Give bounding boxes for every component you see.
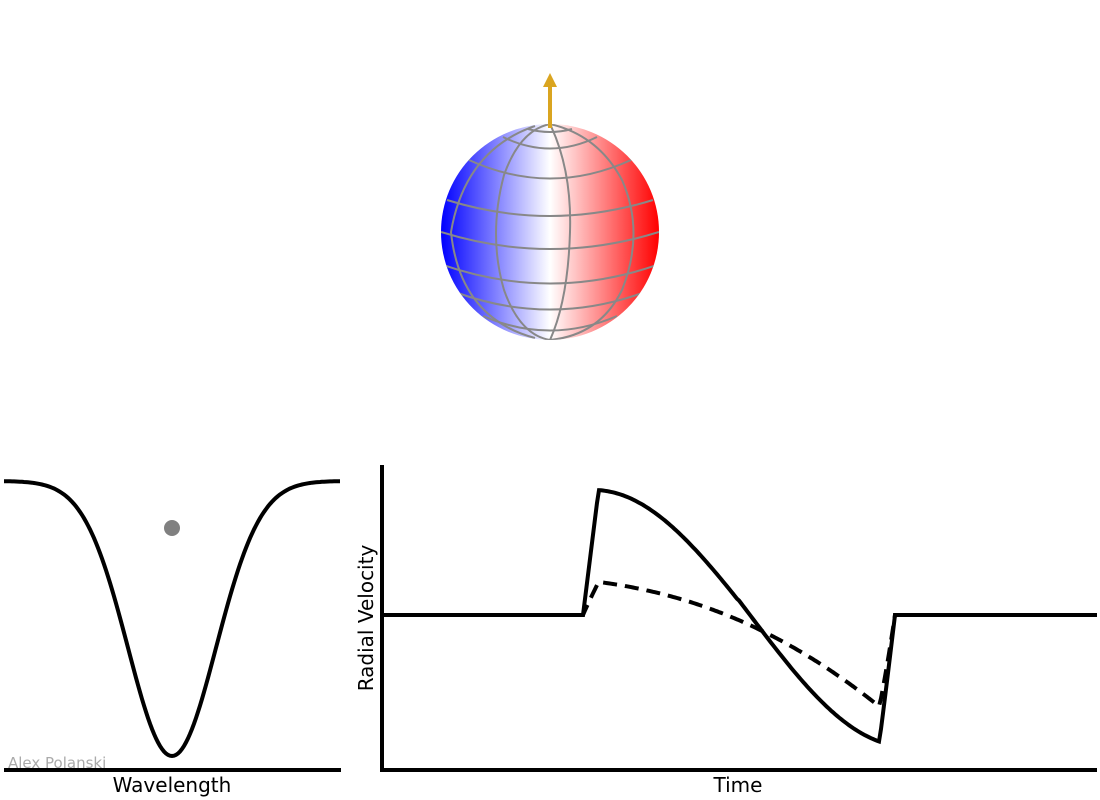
rv-panel: Time Radial Velocity	[354, 465, 1097, 797]
latitude-line	[441, 231, 659, 250]
star-group	[441, 73, 659, 340]
line-profile-panel: Wavelength Alex Polanski	[4, 479, 341, 797]
spin-axis-arrow	[543, 73, 557, 128]
profile-marker	[164, 520, 180, 536]
rv-curve-solid	[382, 488, 1097, 745]
author-credit: Alex Polanski	[8, 754, 106, 772]
profile-x-label: Wavelength	[113, 773, 232, 797]
latitude-line	[502, 136, 598, 150]
longitude-line	[549, 124, 635, 340]
longitude-line	[549, 124, 572, 340]
star-disk	[441, 124, 659, 340]
profile-line	[4, 479, 340, 759]
latitude-line	[468, 159, 632, 180]
star-grid	[441, 124, 659, 340]
longitude-line	[449, 125, 536, 339]
rv-curve-dashed	[382, 579, 1097, 710]
longitude-line	[495, 124, 551, 340]
latitude-line	[442, 264, 658, 285]
rv-y-label: Radial Velocity	[354, 545, 378, 692]
rv-x-label: Time	[713, 773, 763, 797]
latitude-line	[446, 199, 654, 217]
latitude-line	[454, 291, 646, 311]
